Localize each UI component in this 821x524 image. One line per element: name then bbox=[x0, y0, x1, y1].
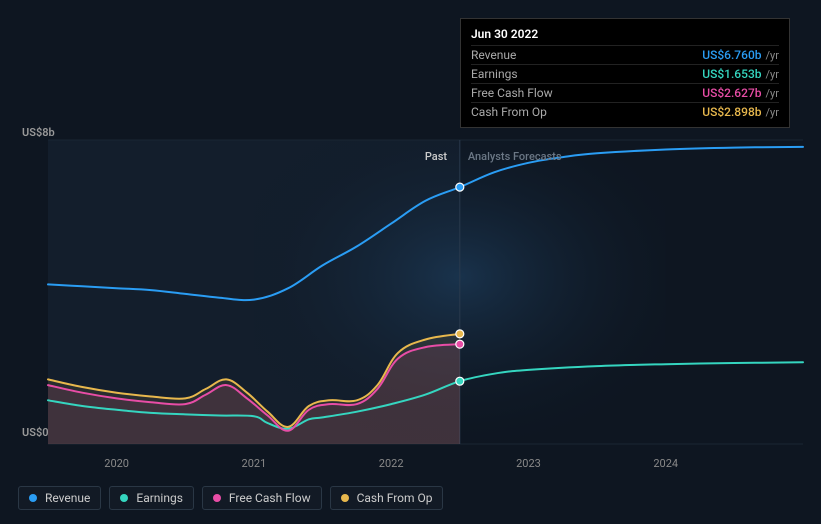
tooltip-row: Earnings US$1.653b/yr bbox=[471, 64, 779, 83]
legend: Revenue Earnings Free Cash Flow Cash From O… bbox=[18, 486, 443, 510]
chart-container: Jun 30 2022 Revenue US$6.760b/yr Earnings U… bbox=[0, 0, 821, 524]
legend-label: Free Cash Flow bbox=[229, 491, 311, 505]
tooltip-rows: RevenueUS$6.760b/yrEarningsUS$1.653b/yrF… bbox=[471, 45, 779, 121]
x-axis-tick: 2020 bbox=[104, 457, 129, 470]
tooltip-row: Revenue US$6.760b/yr bbox=[471, 45, 779, 64]
tooltip-row-label: Free Cash Flow bbox=[471, 86, 553, 100]
tooltip-row-unit: /yr bbox=[766, 87, 779, 100]
tooltip-row-unit: /yr bbox=[766, 106, 779, 119]
legend-label: Earnings bbox=[136, 491, 183, 505]
tooltip-row-unit: /yr bbox=[766, 68, 779, 81]
x-axis-tick: 2022 bbox=[379, 457, 404, 470]
legend-label: Revenue bbox=[45, 491, 90, 505]
tooltip-row-label: Revenue bbox=[471, 48, 516, 62]
x-axis-tick: 2021 bbox=[242, 457, 267, 470]
legend-dot-icon bbox=[213, 494, 221, 502]
legend-item-cash_from_op[interactable]: Cash From Op bbox=[330, 486, 444, 510]
legend-item-revenue[interactable]: Revenue bbox=[18, 486, 101, 510]
tooltip-row-value: US$1.653b bbox=[702, 67, 761, 81]
y-axis-label: US$8b bbox=[22, 126, 55, 139]
tooltip-row: Cash From Op US$2.898b/yr bbox=[471, 102, 779, 121]
legend-dot-icon bbox=[120, 494, 128, 502]
marker-free_cash_flow[interactable] bbox=[456, 340, 464, 348]
y-axis-label: US$0 bbox=[22, 426, 49, 439]
marker-cash_from_op[interactable] bbox=[456, 330, 464, 338]
tooltip: Jun 30 2022 Revenue US$6.760b/yr Earnings U… bbox=[460, 18, 790, 128]
x-axis-tick: 2024 bbox=[653, 457, 678, 470]
legend-dot-icon bbox=[29, 494, 37, 502]
marker-earnings[interactable] bbox=[456, 377, 464, 385]
past-label: Past bbox=[425, 150, 447, 163]
legend-label: Cash From Op bbox=[357, 491, 433, 505]
legend-item-earnings[interactable]: Earnings bbox=[109, 486, 194, 510]
marker-revenue[interactable] bbox=[456, 183, 464, 191]
tooltip-row-unit: /yr bbox=[766, 49, 779, 62]
tooltip-row-value: US$2.898b bbox=[702, 105, 761, 119]
tooltip-row-value: US$6.760b bbox=[702, 48, 761, 62]
tooltip-row-value: US$2.627b bbox=[702, 86, 761, 100]
forecast-label: Analysts Forecasts bbox=[468, 150, 562, 163]
x-axis-tick: 2023 bbox=[516, 457, 541, 470]
legend-item-free_cash_flow[interactable]: Free Cash Flow bbox=[202, 486, 322, 510]
legend-dot-icon bbox=[341, 494, 349, 502]
tooltip-row-label: Earnings bbox=[471, 67, 518, 81]
tooltip-row: Free Cash Flow US$2.627b/yr bbox=[471, 83, 779, 102]
tooltip-row-label: Cash From Op bbox=[471, 105, 547, 119]
tooltip-date: Jun 30 2022 bbox=[471, 25, 779, 45]
